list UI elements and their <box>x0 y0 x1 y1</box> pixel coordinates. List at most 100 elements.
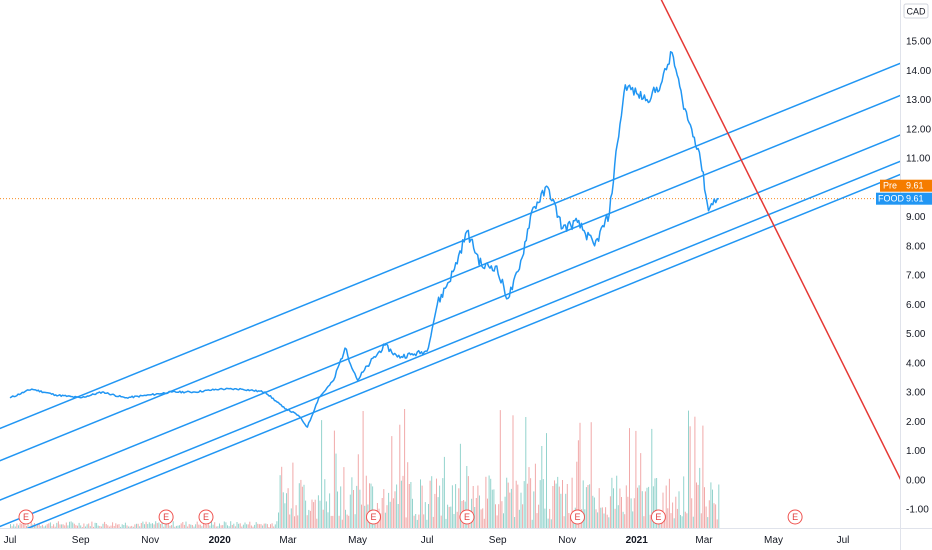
channel-lines[interactable] <box>0 44 932 550</box>
volume-bar <box>317 495 319 528</box>
volume-bar <box>247 524 249 528</box>
volume-bar <box>656 478 658 528</box>
x-tick-label: Jul <box>837 535 850 546</box>
volume-bar <box>595 509 597 528</box>
earnings-marker[interactable]: E <box>787 509 803 525</box>
volume-bar <box>254 524 256 528</box>
volume-bar <box>185 521 187 528</box>
volume-bar <box>546 433 547 528</box>
volume-bar <box>710 482 712 528</box>
x-tick-label: Mar <box>695 535 713 546</box>
x-tick-label: Sep <box>72 535 90 546</box>
volume-bar <box>689 426 691 528</box>
volume-bar <box>86 524 88 528</box>
volume-bar <box>166 523 168 528</box>
symbol-price-tag <box>876 192 932 205</box>
volume-bar <box>415 514 417 528</box>
volume-bar <box>424 502 426 528</box>
volume-bar <box>214 522 216 528</box>
premarket-tag-price: 9.61 <box>906 181 924 191</box>
volume-bar <box>651 428 653 528</box>
x-tick-label: May <box>348 535 367 546</box>
x-tick-label: Jul <box>4 535 17 546</box>
volume-bar <box>611 477 613 528</box>
volume-bar <box>528 467 530 528</box>
volume-bar <box>445 518 447 528</box>
earnings-marker[interactable]: E <box>18 509 34 525</box>
volume-bar <box>319 500 321 528</box>
volume-bar <box>384 512 386 528</box>
volume-bar <box>544 508 546 528</box>
volume-bar <box>56 522 58 528</box>
volume-bar <box>163 526 165 528</box>
earnings-marker-circle <box>787 509 803 525</box>
volume-bar <box>702 425 704 528</box>
volume-bar <box>329 493 331 528</box>
volume-bar <box>560 493 562 528</box>
volume-bar <box>53 524 55 528</box>
y-tick-label: 4.00 <box>906 358 926 369</box>
volume-bar <box>418 514 420 528</box>
volume-bar <box>116 524 118 528</box>
volume-bar <box>252 526 254 528</box>
volume-bar <box>672 502 674 528</box>
volume-bar <box>496 515 498 528</box>
channel-line-5 <box>26 173 900 528</box>
trend-line-layer[interactable] <box>653 0 919 515</box>
volume-bar <box>440 515 442 528</box>
volume-bar <box>131 525 133 528</box>
volume-bar <box>381 498 383 528</box>
earnings-marker[interactable]: E <box>366 509 381 525</box>
volume-bar <box>716 519 718 528</box>
volume-bar <box>361 504 362 528</box>
volume-bar <box>273 526 275 528</box>
volume-bar <box>678 491 680 528</box>
volume-bar <box>187 526 189 528</box>
volume-layer <box>10 409 720 528</box>
volume-bar <box>108 526 110 528</box>
volume-bar <box>665 485 667 528</box>
y-tick-label: 11.00 <box>906 154 931 165</box>
volume-bar <box>365 475 367 528</box>
volume-bar <box>258 524 260 528</box>
earnings-marker-circle <box>650 509 666 525</box>
volume-bar <box>404 409 406 528</box>
volume-bar <box>477 485 479 528</box>
volume-bar <box>514 517 516 528</box>
earnings-marker[interactable]: E <box>650 509 666 525</box>
volume-bar <box>675 496 677 528</box>
volume-bar <box>713 503 715 528</box>
volume-bar <box>160 524 161 528</box>
earnings-marker[interactable]: E <box>158 509 174 525</box>
volume-bar <box>179 525 181 528</box>
volume-bar <box>451 485 453 528</box>
earnings-marker[interactable]: E <box>198 509 214 525</box>
volume-bar <box>266 524 268 528</box>
channel-line-1 <box>0 62 900 430</box>
volume-bar <box>474 507 476 528</box>
volume-bar <box>49 522 51 528</box>
y-tick-label: 3.00 <box>906 388 926 399</box>
volume-bar <box>54 526 56 528</box>
volume-bar <box>351 477 353 528</box>
symbol-tag-label: FOOD <box>878 194 904 204</box>
volume-bar <box>423 514 425 528</box>
volume-bar <box>431 476 433 528</box>
volume-bar <box>46 524 48 528</box>
volume-bar <box>110 525 112 528</box>
volume-bar <box>434 493 436 528</box>
y-tick-label: 9.00 <box>906 212 926 223</box>
volume-bar <box>380 513 382 528</box>
volume-bar <box>80 525 82 528</box>
volume-bar <box>126 525 128 528</box>
volume-bar <box>638 485 640 528</box>
volume-bar <box>577 440 579 528</box>
volume-bar <box>246 524 248 528</box>
volume-bar <box>35 526 37 528</box>
volume-bar <box>321 420 323 528</box>
volume-bar <box>305 500 307 528</box>
earnings-marker[interactable]: E <box>570 509 585 525</box>
earnings-marker[interactable]: E <box>459 509 475 525</box>
